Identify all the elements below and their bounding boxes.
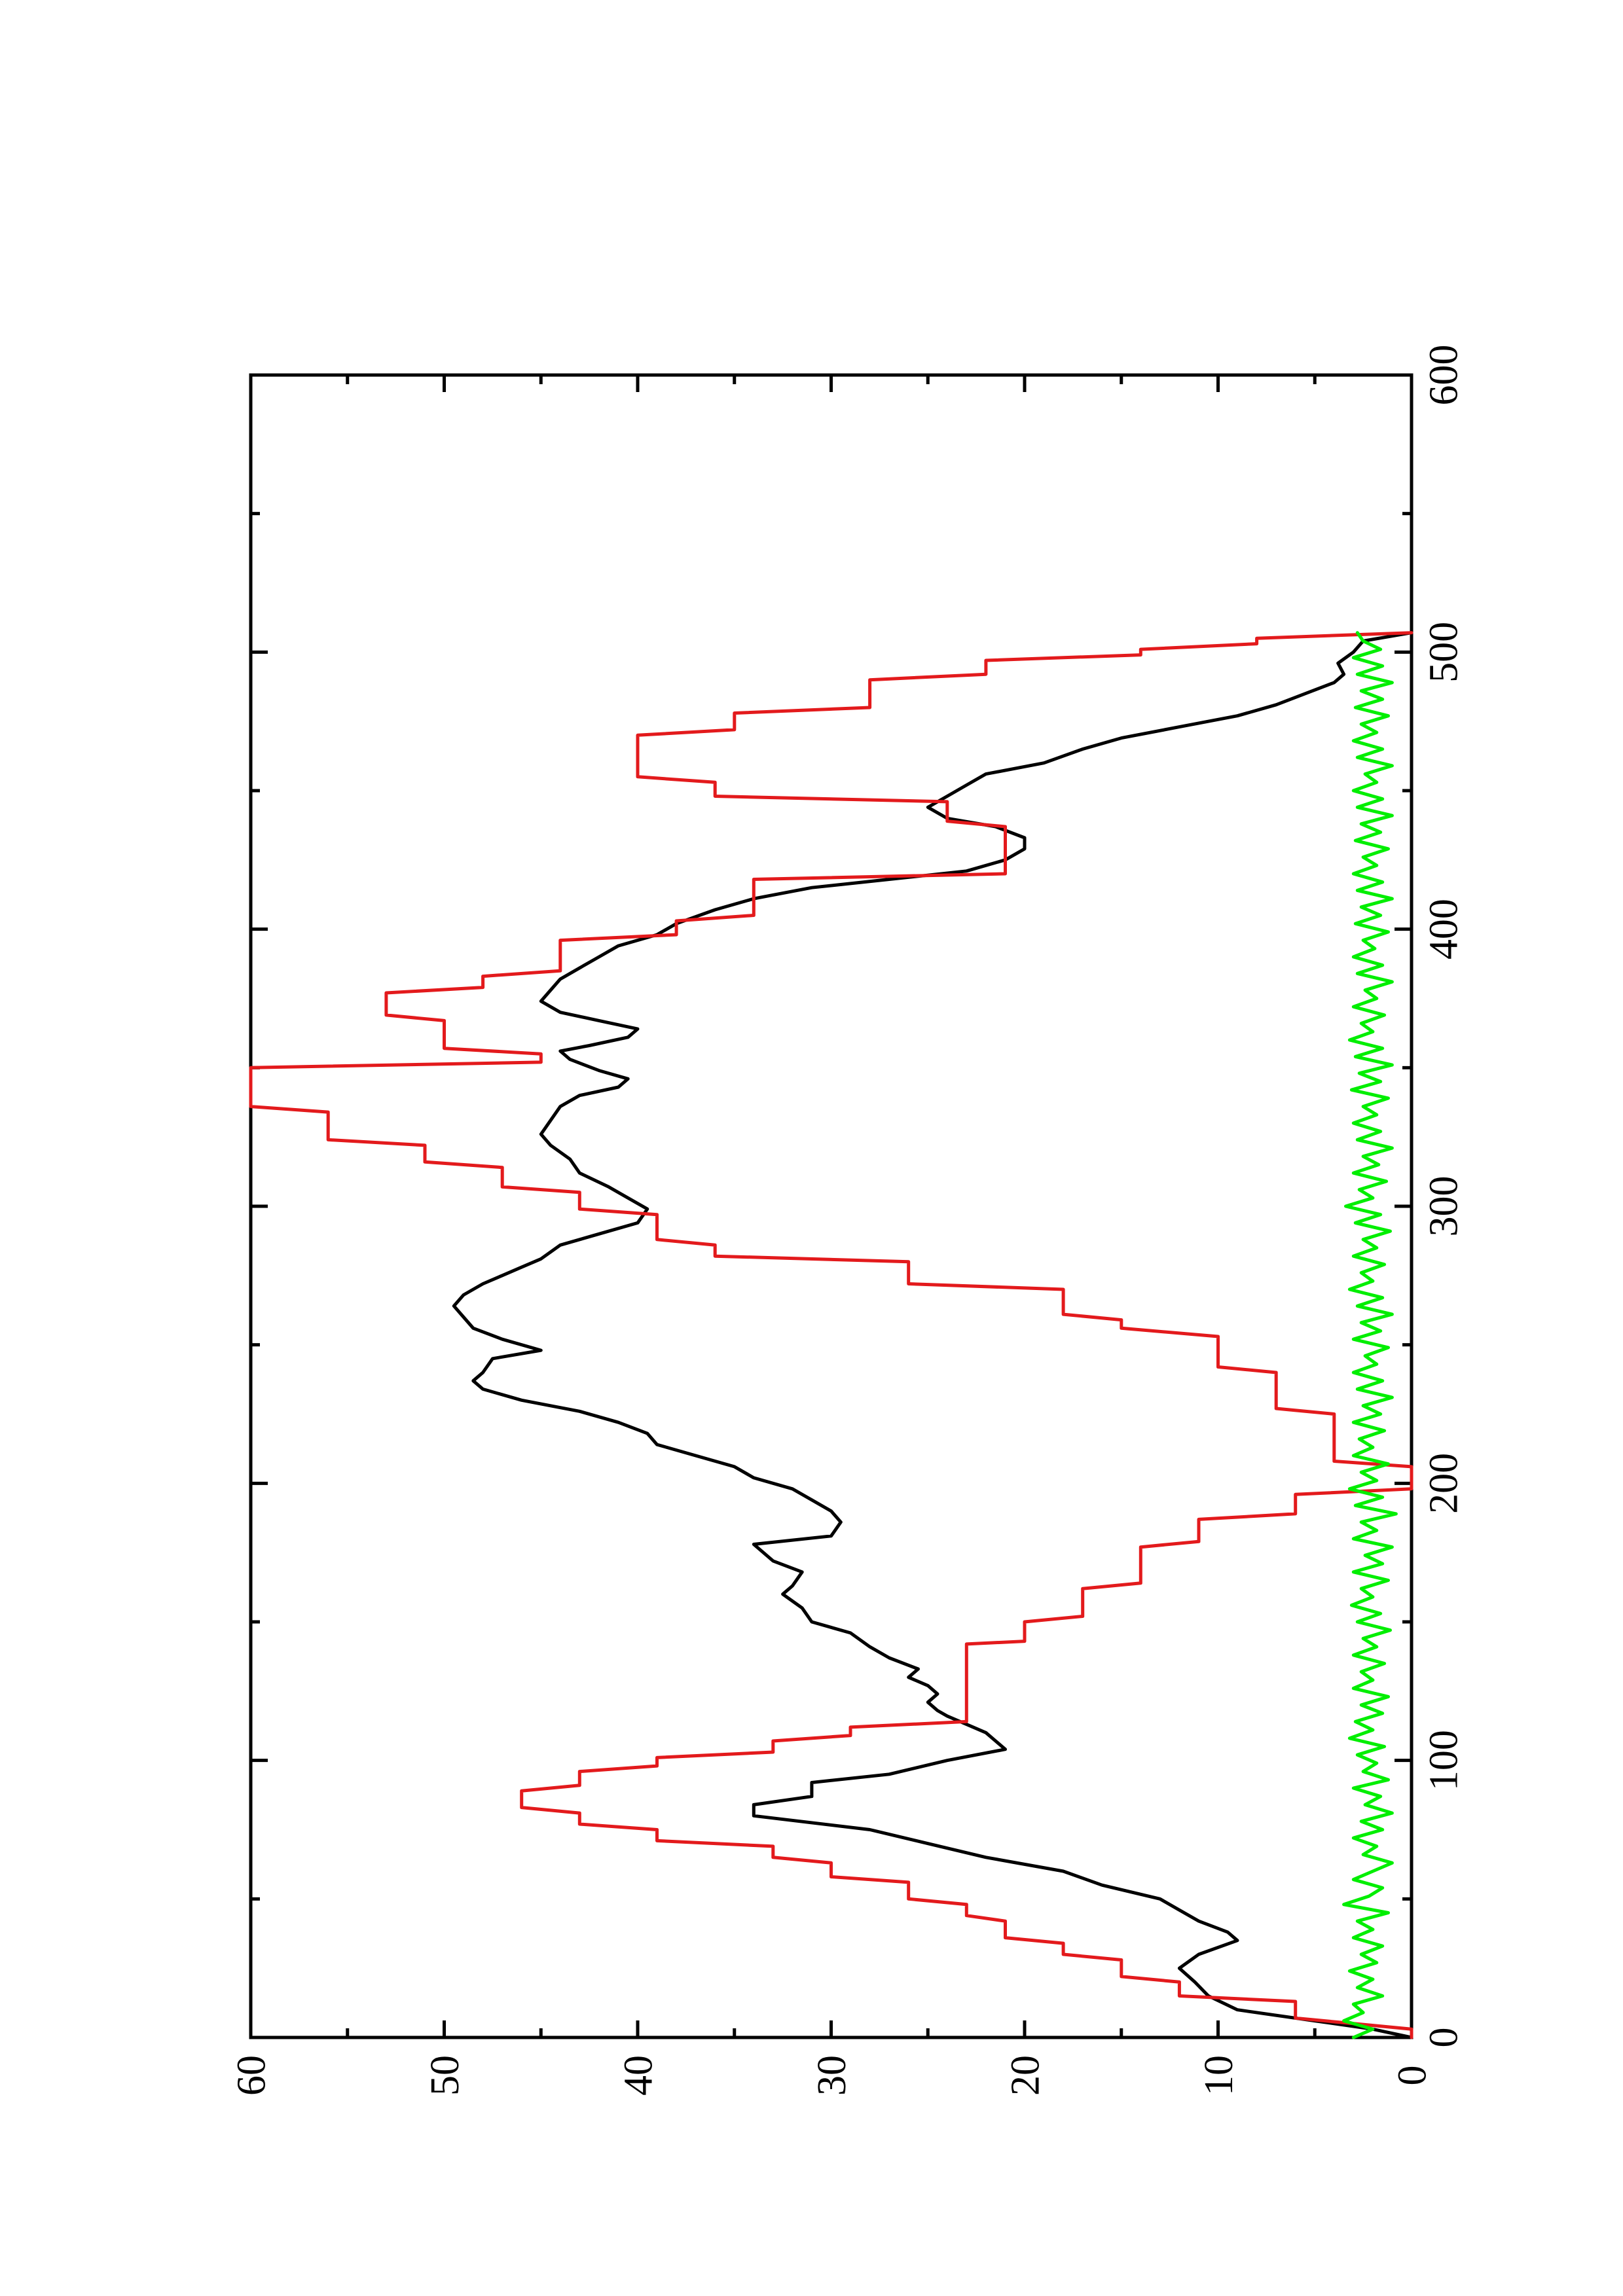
x-tick-label: 500	[1422, 622, 1467, 683]
y-tick-label: 20	[1004, 2055, 1048, 2096]
x-tick-label: 100	[1422, 1730, 1467, 1791]
x-tick-label: 300	[1422, 1176, 1467, 1237]
series-line-1	[452, 631, 1413, 2039]
x-tick-label: 600	[1422, 345, 1467, 406]
series-layer	[249, 631, 1413, 2039]
y-tick-label: 40	[617, 2055, 661, 2096]
x-tick-label: 0	[1422, 2028, 1467, 2048]
y-tick-label: 0	[1391, 2066, 1435, 2086]
x-tick-label: 200	[1422, 1453, 1467, 1514]
axis-ticks	[249, 373, 1413, 2039]
x-tick-label: 400	[1422, 899, 1467, 960]
y-tick-label: 60	[230, 2055, 274, 2096]
y-tick-label: 50	[423, 2055, 467, 2096]
series-line-2	[249, 631, 1413, 2039]
series-line-3	[1342, 631, 1398, 2039]
y-tick-label: 10	[1197, 2055, 1241, 2096]
axis-tick-labels: 0 100 200 300 400 500 600 0 10 20 30 40 50 60	[230, 345, 1467, 2096]
plot-frame	[249, 373, 1413, 2039]
y-tick-label: 30	[810, 2055, 854, 2096]
